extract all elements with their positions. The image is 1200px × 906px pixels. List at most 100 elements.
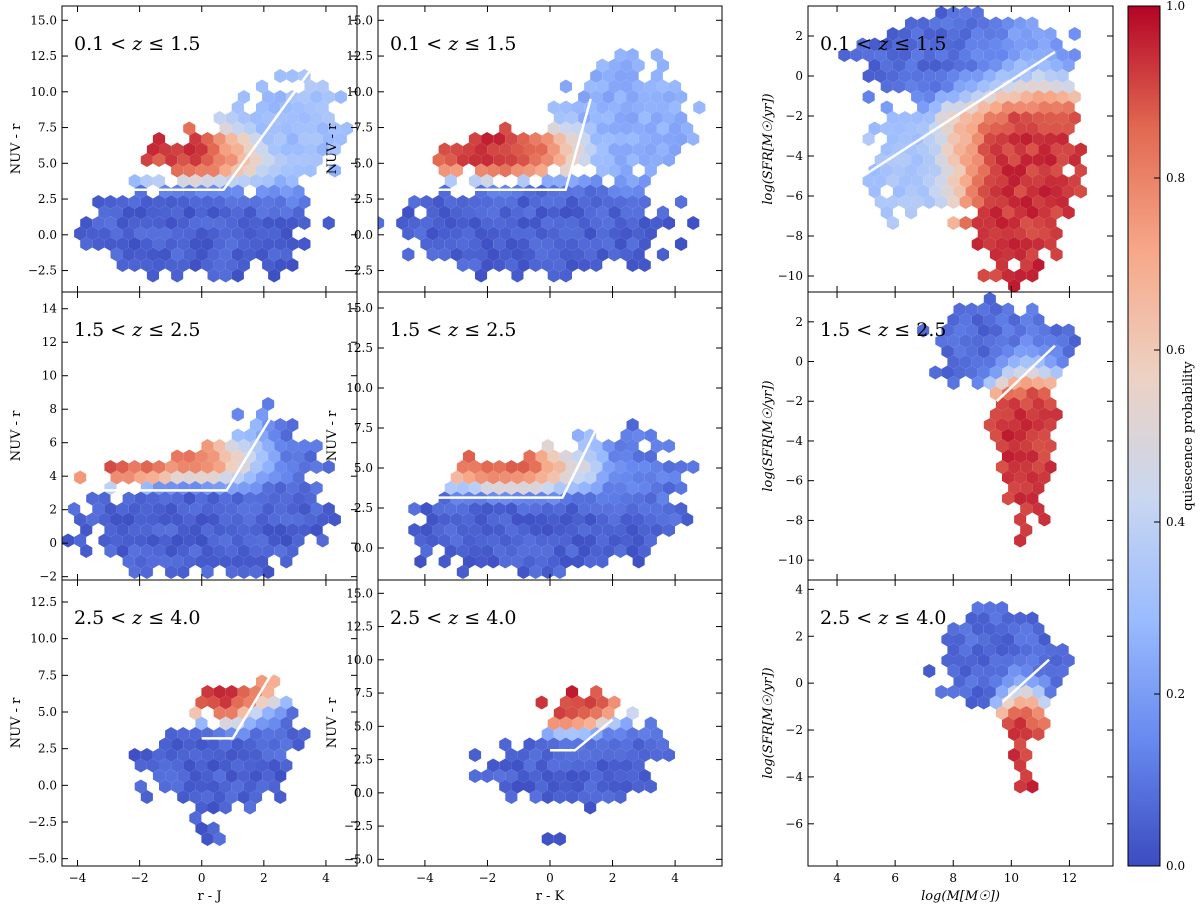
hex-bin	[644, 100, 657, 115]
hex-bin	[152, 195, 166, 209]
hex-bin	[559, 205, 572, 220]
hex-bin	[1020, 334, 1033, 348]
hex-bin	[1038, 163, 1051, 178]
hex-bin	[935, 90, 948, 104]
hex-bin	[669, 79, 682, 94]
hex-bin	[1050, 100, 1063, 115]
y-tick-label: 5.0	[354, 461, 373, 475]
hex-bin	[1020, 460, 1033, 474]
hex-bin	[183, 737, 196, 752]
hex-bin	[140, 748, 153, 762]
y-tick-label: 10.0	[30, 85, 57, 99]
hex-bin	[596, 100, 609, 115]
hex-bin	[529, 748, 542, 762]
hex-bin	[529, 237, 542, 251]
hex-bin	[620, 716, 633, 731]
hex-bin	[935, 685, 948, 699]
hex-bin	[237, 174, 250, 188]
hex-bin	[207, 491, 220, 506]
hex-bin	[80, 237, 93, 251]
hex-bin	[535, 758, 548, 773]
hex-bin	[529, 258, 542, 272]
hex-bin	[1038, 365, 1051, 380]
hex-bin	[983, 313, 996, 327]
hex-bin	[1008, 643, 1021, 657]
hex-bin	[965, 184, 978, 199]
hex-bin	[171, 205, 184, 220]
hex-bin	[207, 779, 220, 794]
hex-bin	[620, 121, 633, 136]
hex-bin	[213, 748, 226, 762]
hex-bin	[517, 544, 530, 558]
y-tick-label: 0.0	[354, 541, 373, 555]
colorbar-tick-label: 1.0	[1166, 0, 1185, 13]
hex-bin	[140, 153, 153, 167]
hex-bin	[638, 111, 651, 125]
hex-bin	[468, 544, 482, 558]
hex-bin	[140, 790, 153, 804]
hex-bin	[995, 601, 1009, 615]
hex-bin	[262, 565, 275, 579]
hex-bin	[304, 512, 317, 527]
hex-bin	[268, 184, 281, 199]
hex-bin	[529, 523, 542, 537]
hex-bin	[584, 695, 597, 710]
hex-bin	[989, 268, 1002, 283]
hex-bin	[626, 481, 639, 495]
hex-bin	[596, 695, 609, 710]
hex-bin	[165, 216, 178, 230]
hex-bin	[268, 533, 281, 548]
hex-bin	[1050, 37, 1063, 52]
hex-bin	[1020, 132, 1033, 146]
hex-bin	[535, 184, 548, 199]
hex-bin	[456, 195, 469, 209]
hex-bin	[280, 716, 293, 731]
y-tick-label: 2.5	[38, 742, 57, 756]
hex-bin	[262, 153, 275, 167]
y-tick-label: −4	[785, 770, 803, 784]
hex-bin	[608, 470, 621, 485]
hex-bin	[1038, 344, 1051, 359]
hex-bin	[1032, 481, 1045, 495]
hex-bin	[243, 247, 256, 262]
hex-bin	[511, 247, 524, 262]
hex-bin	[1074, 184, 1087, 199]
hex-bin	[1026, 344, 1039, 359]
hex-bin	[231, 121, 244, 136]
hex-bin	[444, 153, 457, 167]
hex-bin	[225, 565, 238, 579]
hex-bin	[1014, 344, 1027, 359]
hex-bin	[1038, 512, 1051, 527]
hex-bin	[941, 79, 954, 94]
hex-bin	[237, 195, 250, 209]
hex-bin	[152, 132, 166, 146]
hex-bin	[578, 174, 591, 188]
hex-bin	[1056, 111, 1069, 125]
hex-bin	[541, 481, 554, 495]
selection-cut-line	[865, 50, 1056, 176]
hex-bin	[965, 323, 978, 338]
hex-bin	[1044, 439, 1057, 453]
hex-bin	[977, 163, 990, 178]
hex-bin	[195, 800, 208, 815]
hex-bin	[1026, 163, 1039, 178]
hex-bin	[675, 132, 688, 146]
hex-bin	[493, 216, 506, 230]
hex-bin	[917, 37, 930, 52]
hex-bin	[971, 334, 984, 348]
hex-bin	[1002, 653, 1015, 668]
hex-bin	[638, 727, 651, 741]
hex-bin	[995, 237, 1009, 251]
y-tick-label: 0.0	[354, 228, 373, 242]
hex-bin	[971, 69, 984, 83]
hex-bin	[1014, 58, 1027, 73]
hex-bin	[128, 460, 141, 474]
hex-bin	[432, 195, 445, 209]
hex-bin	[243, 737, 256, 752]
hex-bin	[195, 779, 208, 794]
hex-bin	[989, 58, 1002, 73]
hex-bin	[1002, 365, 1015, 380]
hex-bin	[1008, 481, 1021, 495]
hex-bin	[650, 111, 663, 125]
hex-bin	[656, 737, 669, 752]
